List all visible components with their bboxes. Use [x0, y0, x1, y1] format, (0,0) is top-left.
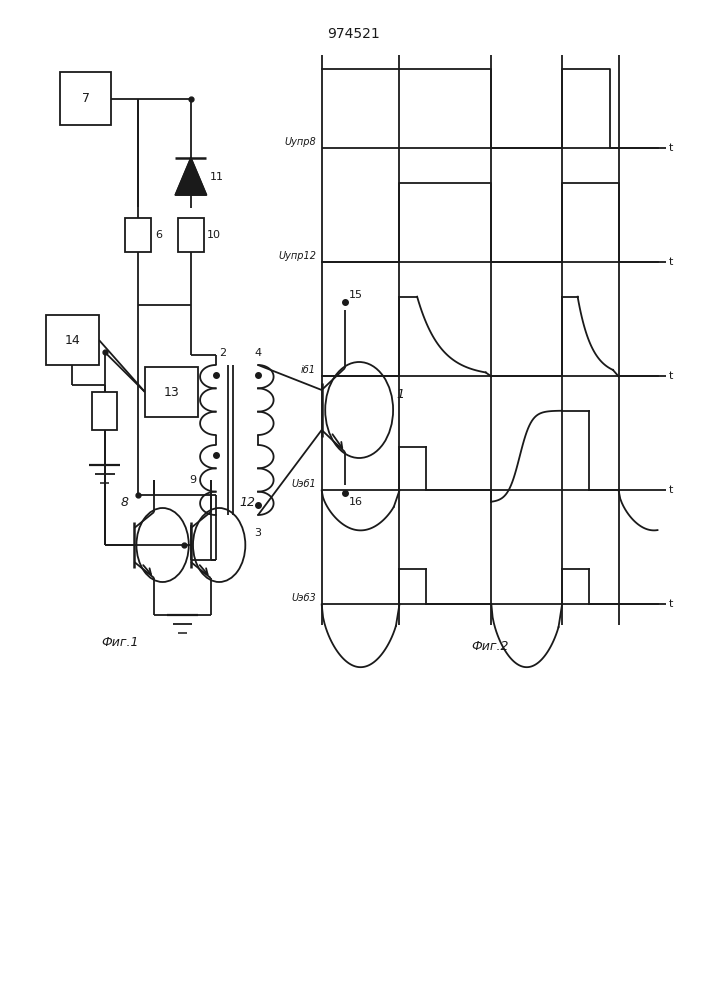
Text: Фиг.2: Фиг.2 — [471, 641, 508, 654]
Text: iб1: iб1 — [301, 365, 316, 375]
Text: t: t — [669, 371, 673, 381]
Bar — [178, 218, 204, 252]
Bar — [125, 218, 151, 252]
Text: 15: 15 — [349, 290, 363, 300]
Bar — [92, 392, 117, 430]
Text: 2: 2 — [219, 348, 226, 358]
Text: 6: 6 — [156, 230, 163, 240]
Text: t: t — [669, 485, 673, 495]
Text: Uупр12: Uупр12 — [278, 251, 316, 261]
Text: Uэб3: Uэб3 — [291, 593, 316, 603]
Text: 13: 13 — [163, 385, 180, 398]
Text: 7: 7 — [81, 92, 90, 105]
Text: 9: 9 — [189, 475, 196, 485]
Bar — [46, 315, 99, 365]
Text: Uупр8: Uупр8 — [284, 137, 316, 147]
Text: 14: 14 — [64, 334, 81, 347]
Polygon shape — [175, 158, 206, 195]
Text: 4: 4 — [255, 348, 262, 358]
Text: 16: 16 — [349, 497, 363, 507]
Text: t: t — [669, 599, 673, 609]
Text: t: t — [669, 143, 673, 153]
Text: 3: 3 — [255, 528, 262, 538]
Text: 5: 5 — [189, 395, 196, 405]
Text: 8: 8 — [120, 496, 128, 510]
Text: 10: 10 — [206, 230, 221, 240]
Text: 11: 11 — [210, 172, 224, 182]
Text: Uэб1: Uэб1 — [291, 479, 316, 489]
Text: 12: 12 — [239, 496, 255, 510]
Bar — [60, 72, 111, 125]
Text: 1: 1 — [396, 388, 404, 401]
Bar — [145, 367, 198, 417]
Text: 974521: 974521 — [327, 27, 380, 41]
Text: Фиг.1: Фиг.1 — [101, 636, 139, 648]
Text: t: t — [669, 257, 673, 267]
